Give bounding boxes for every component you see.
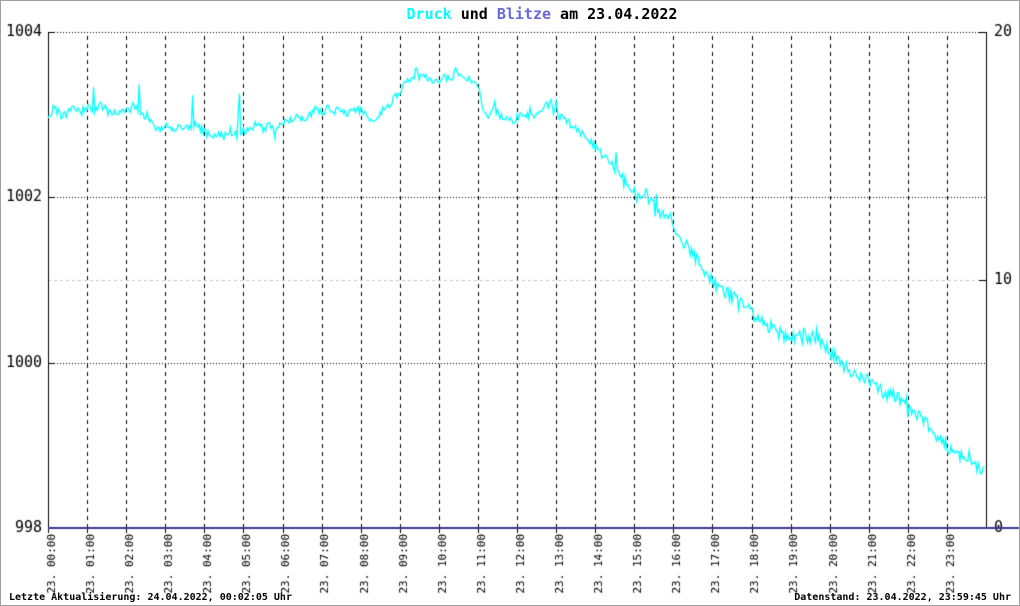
title-blitze-label: Blitze	[496, 5, 552, 23]
chart-title: Druck und Blitze am 23.04.2022	[1, 5, 1019, 23]
title-date-text: am 23.04.2022	[551, 5, 678, 23]
title-druck-label: Druck	[406, 5, 452, 23]
footer-last-update: Letzte Aktualisierung: 24.04.2022, 00:02…	[9, 592, 292, 603]
title-mid-text: und	[451, 5, 497, 23]
footer-data-timestamp: Datenstand: 23.04.2022, 23:59:45 Uhr	[794, 592, 1011, 603]
